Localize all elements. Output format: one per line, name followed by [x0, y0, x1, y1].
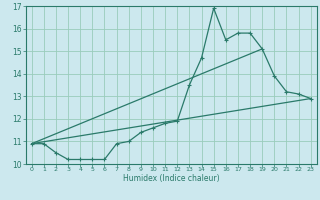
X-axis label: Humidex (Indice chaleur): Humidex (Indice chaleur)	[123, 174, 220, 183]
